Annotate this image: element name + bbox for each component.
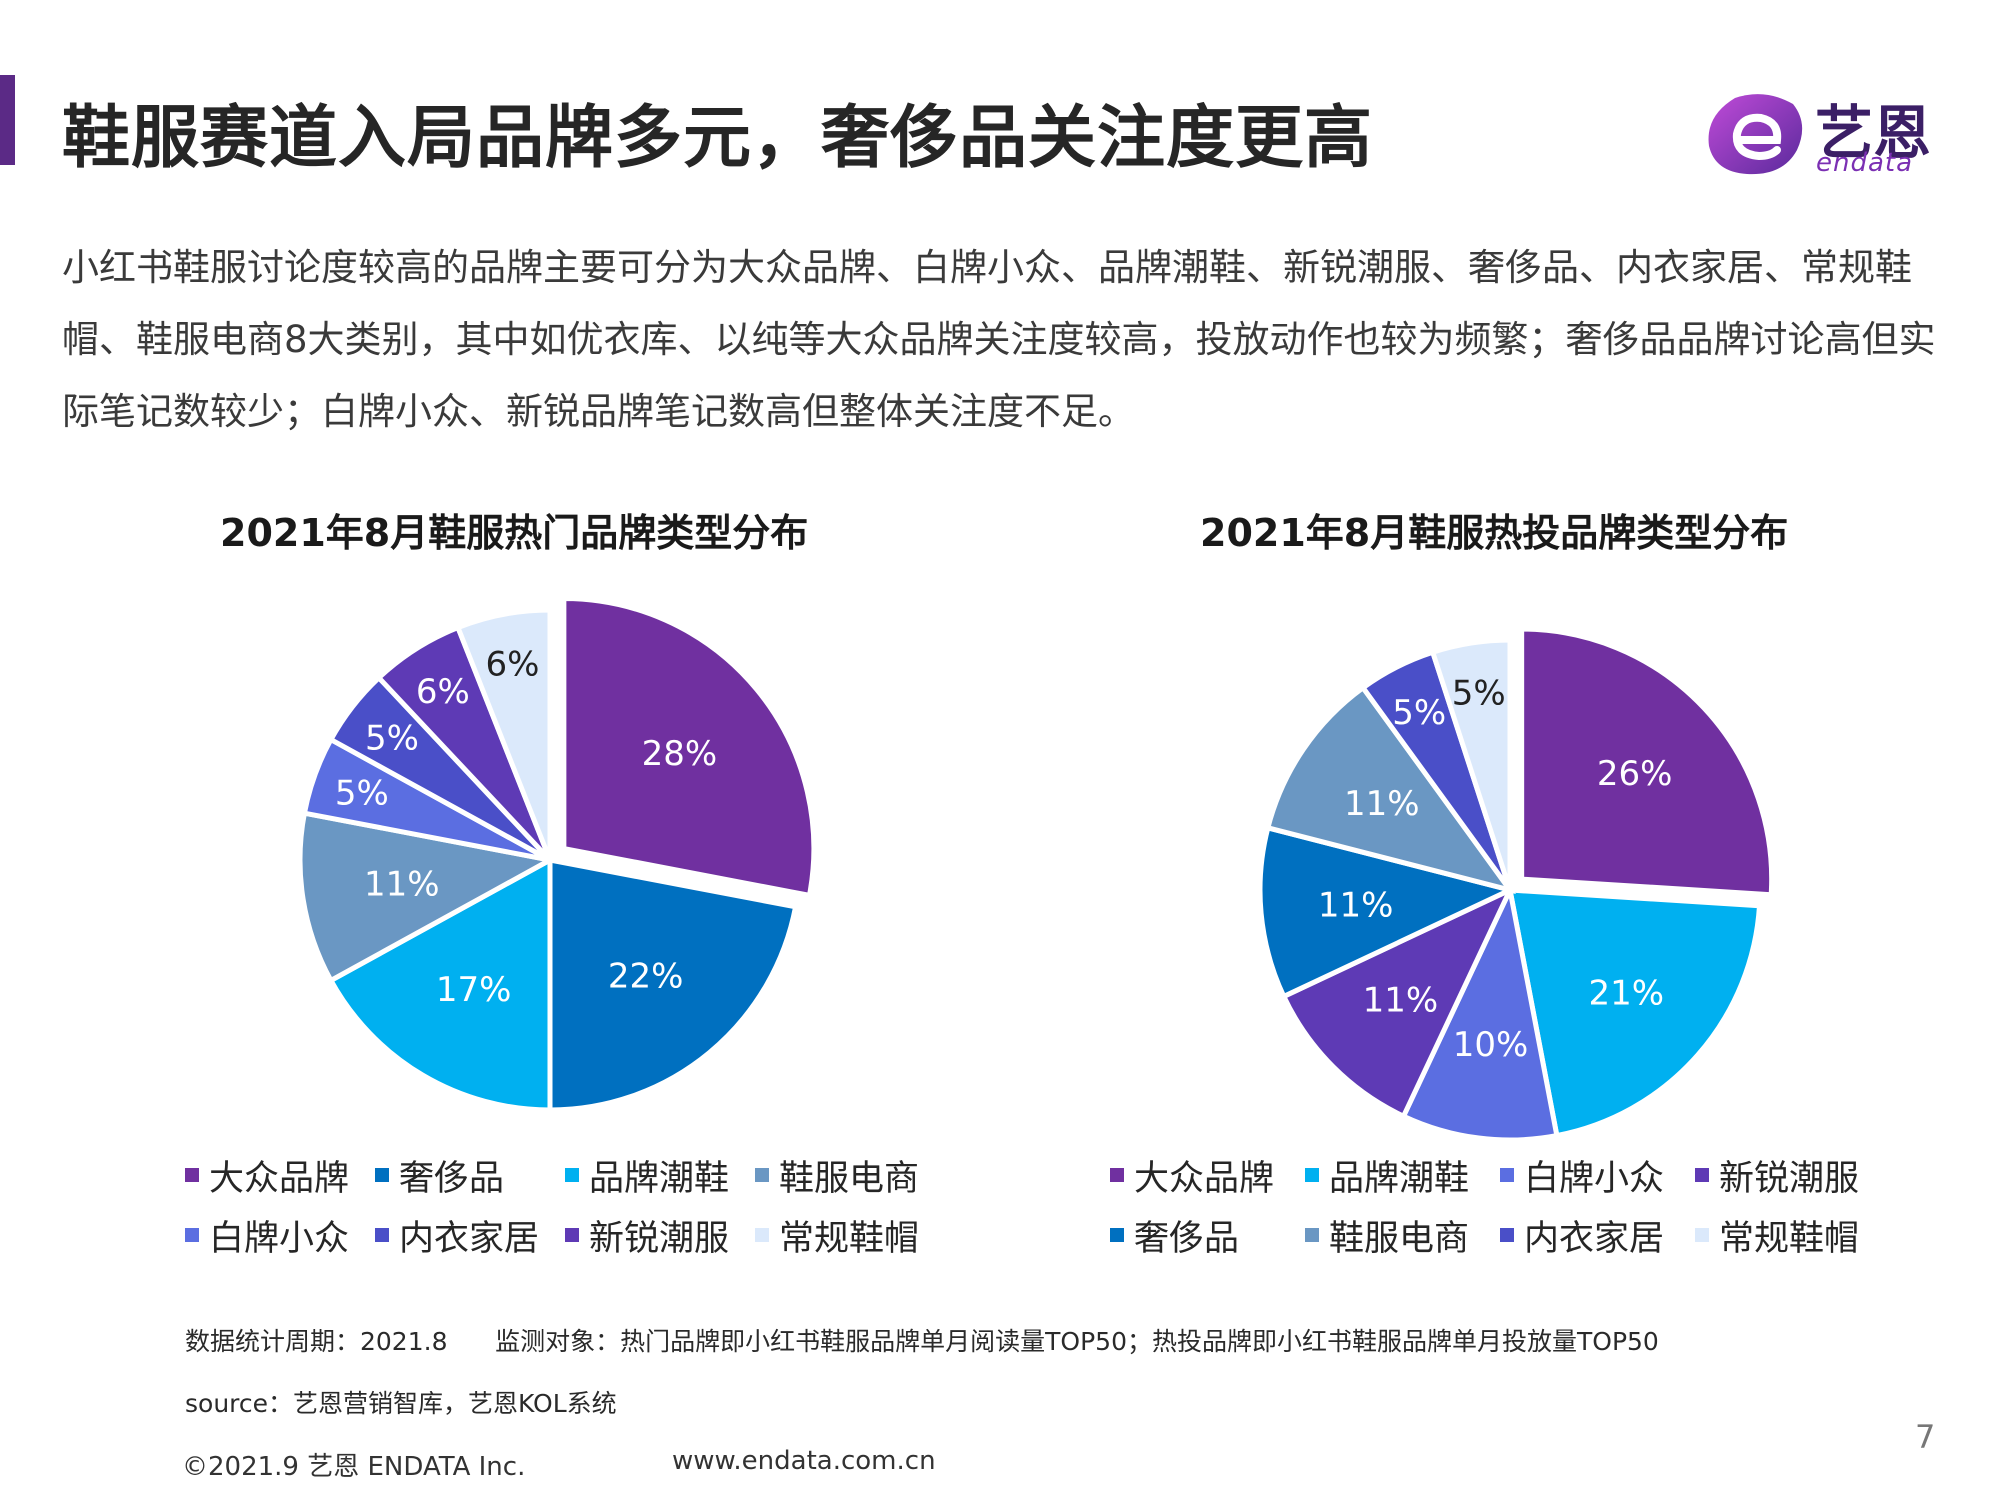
legend-placement-brands: 大众品牌 品牌潮鞋 白牌小众 新锐潮服奢侈品 鞋服电商 内衣家居 常规鞋帽 bbox=[1110, 1152, 1890, 1259]
legend-swatch bbox=[185, 1168, 199, 1182]
legend-swatch bbox=[755, 1168, 769, 1182]
pie-slice-placement-5 bbox=[1264, 684, 1517, 895]
legend-swatch bbox=[1695, 1168, 1709, 1182]
pie-slice-hot-7 bbox=[454, 607, 553, 861]
legend-item-placement-2: 白牌小众 bbox=[1500, 1152, 1695, 1199]
legend-swatch bbox=[1305, 1228, 1319, 1242]
pie-slice-hot-3 bbox=[297, 810, 558, 984]
legend-hot-brands: 大众品牌 奢侈品 品牌潮鞋 鞋服电商白牌小众 内衣家居 新锐潮服 常规鞋帽 bbox=[185, 1152, 945, 1259]
legend-label: 内衣家居 bbox=[1524, 1218, 1665, 1259]
pie-slice-placement-2 bbox=[1400, 881, 1560, 1143]
pie-label-hot-1: 22% bbox=[608, 957, 684, 997]
pie-label-placement-0: 26% bbox=[1597, 754, 1673, 794]
legend-swatch bbox=[375, 1228, 389, 1242]
pie-chart-placement-brands: 26% 21% 10% 11% 11% 11% 5% 5% bbox=[1257, 626, 1775, 1143]
legend-swatch bbox=[565, 1228, 579, 1242]
legend-label: 鞋服电商 bbox=[779, 1158, 920, 1199]
legend-swatch bbox=[1695, 1228, 1709, 1242]
source-note: source：艺恩营销智库，艺恩KOL系统 bbox=[185, 1389, 617, 1418]
legend-label: 奢侈品 bbox=[1134, 1218, 1240, 1259]
data-period-note: 数据统计周期：2021.8 监测对象：热门品牌即小红书鞋服品牌单月阅读量TOP5… bbox=[185, 1327, 1659, 1356]
pie-slice-placement-7 bbox=[1429, 637, 1513, 891]
legend-label: 大众品牌 bbox=[209, 1158, 350, 1199]
legend-item-placement-0: 大众品牌 bbox=[1110, 1152, 1305, 1199]
legend-label: 常规鞋帽 bbox=[1719, 1218, 1860, 1259]
intro-paragraph: 小红书鞋服讨论度较高的品牌主要可分为大众品牌、白牌小众、品牌潮鞋、新锐潮服、奢侈… bbox=[62, 246, 1936, 433]
legend-swatch bbox=[1110, 1228, 1124, 1242]
pie-label-hot-0: 28% bbox=[642, 734, 718, 774]
legend-swatch bbox=[185, 1228, 199, 1242]
pie-slice-placement-1 bbox=[1506, 887, 1763, 1139]
legend-item-placement-4: 奢侈品 bbox=[1110, 1212, 1305, 1259]
footer-copyright: ©2021.9 艺恩 ENDATA Inc. bbox=[182, 1452, 526, 1482]
legend-swatch bbox=[1110, 1168, 1124, 1182]
legend-swatch bbox=[1500, 1228, 1514, 1242]
pie-slice-placement-4 bbox=[1257, 824, 1518, 1000]
pie-label-placement-5: 11% bbox=[1344, 784, 1420, 824]
legend-item-hot-4: 白牌小众 bbox=[185, 1212, 375, 1259]
legend-item-hot-6: 新锐潮服 bbox=[565, 1212, 755, 1259]
legend-swatch bbox=[1305, 1168, 1319, 1182]
legend-item-placement-1: 品牌潮鞋 bbox=[1305, 1152, 1500, 1199]
legend-label: 新锐潮服 bbox=[589, 1218, 730, 1259]
legend-item-hot-3: 鞋服电商 bbox=[755, 1152, 945, 1199]
legend-label: 奢侈品 bbox=[399, 1158, 505, 1199]
pie-label-placement-3: 11% bbox=[1363, 981, 1439, 1021]
pie-label-hot-4: 5% bbox=[335, 773, 389, 813]
legend-swatch bbox=[565, 1168, 579, 1182]
legend-item-hot-7: 常规鞋帽 bbox=[755, 1212, 945, 1259]
pie-label-placement-6: 5% bbox=[1392, 693, 1446, 733]
pie-slice-hot-2 bbox=[327, 855, 553, 1113]
logo-text: 艺恩 bbox=[1815, 99, 1932, 167]
pie-label-hot-7: 6% bbox=[486, 645, 540, 685]
legend-label: 白牌小众 bbox=[1524, 1158, 1665, 1199]
pie-label-hot-2: 17% bbox=[436, 970, 512, 1010]
pie-slice-placement-0 bbox=[1519, 626, 1775, 898]
footer-website[interactable]: www.endata.com.cn bbox=[672, 1446, 936, 1476]
legend-item-hot-1: 奢侈品 bbox=[375, 1152, 565, 1199]
pie-slice-hot-1 bbox=[547, 856, 799, 1113]
chart-title-hot-brands: 2021年8月鞋服热门品牌类型分布 bbox=[220, 511, 809, 555]
legend-item-placement-3: 新锐潮服 bbox=[1695, 1152, 1890, 1199]
legend-item-hot-5: 内衣家居 bbox=[375, 1212, 565, 1259]
legend-item-hot-2: 品牌潮鞋 bbox=[565, 1152, 755, 1199]
legend-item-placement-5: 鞋服电商 bbox=[1305, 1212, 1500, 1259]
pie-label-hot-6: 6% bbox=[416, 672, 470, 712]
legend-label: 常规鞋帽 bbox=[779, 1218, 920, 1259]
legend-item-hot-0: 大众品牌 bbox=[185, 1152, 375, 1199]
endata-logo: 艺恩 endata bbox=[1705, 88, 1945, 178]
legend-item-placement-7: 常规鞋帽 bbox=[1695, 1212, 1890, 1259]
legend-label: 品牌潮鞋 bbox=[589, 1158, 730, 1199]
legend-label: 品牌潮鞋 bbox=[1329, 1158, 1470, 1199]
pie-label-hot-5: 5% bbox=[365, 718, 419, 758]
endata-logo-mark-icon bbox=[1708, 94, 1803, 175]
legend-item-placement-6: 内衣家居 bbox=[1500, 1212, 1695, 1259]
title-accent-bar bbox=[0, 75, 15, 165]
pie-label-placement-2: 10% bbox=[1453, 1025, 1529, 1065]
legend-swatch bbox=[1500, 1168, 1514, 1182]
legend-label: 鞋服电商 bbox=[1329, 1218, 1470, 1259]
pie-label-placement-4: 11% bbox=[1318, 886, 1394, 926]
pie-label-placement-7: 5% bbox=[1452, 673, 1506, 713]
chart-title-placement-brands: 2021年8月鞋服热投品牌类型分布 bbox=[1200, 511, 1789, 555]
pie-slice-hot-0 bbox=[561, 596, 817, 899]
logo-subtext: endata bbox=[1816, 148, 1914, 178]
legend-swatch bbox=[375, 1168, 389, 1182]
pie-label-placement-1: 21% bbox=[1588, 974, 1664, 1014]
legend-label: 大众品牌 bbox=[1134, 1158, 1275, 1199]
pie-label-hot-3: 11% bbox=[364, 864, 440, 904]
page-title: 鞋服赛道入局品牌多元，奢侈品关注度更高 bbox=[62, 99, 1374, 178]
legend-label: 新锐潮服 bbox=[1719, 1158, 1860, 1199]
legend-swatch bbox=[755, 1228, 769, 1242]
legend-label: 白牌小众 bbox=[209, 1218, 350, 1259]
pie-chart-hot-brands: 28% 22% 17% 11% 5% 5% 6% 6% bbox=[297, 596, 817, 1113]
legend-label: 内衣家居 bbox=[399, 1218, 540, 1259]
pie-slice-placement-3 bbox=[1280, 884, 1516, 1120]
page-number: 7 bbox=[1915, 1418, 1936, 1456]
